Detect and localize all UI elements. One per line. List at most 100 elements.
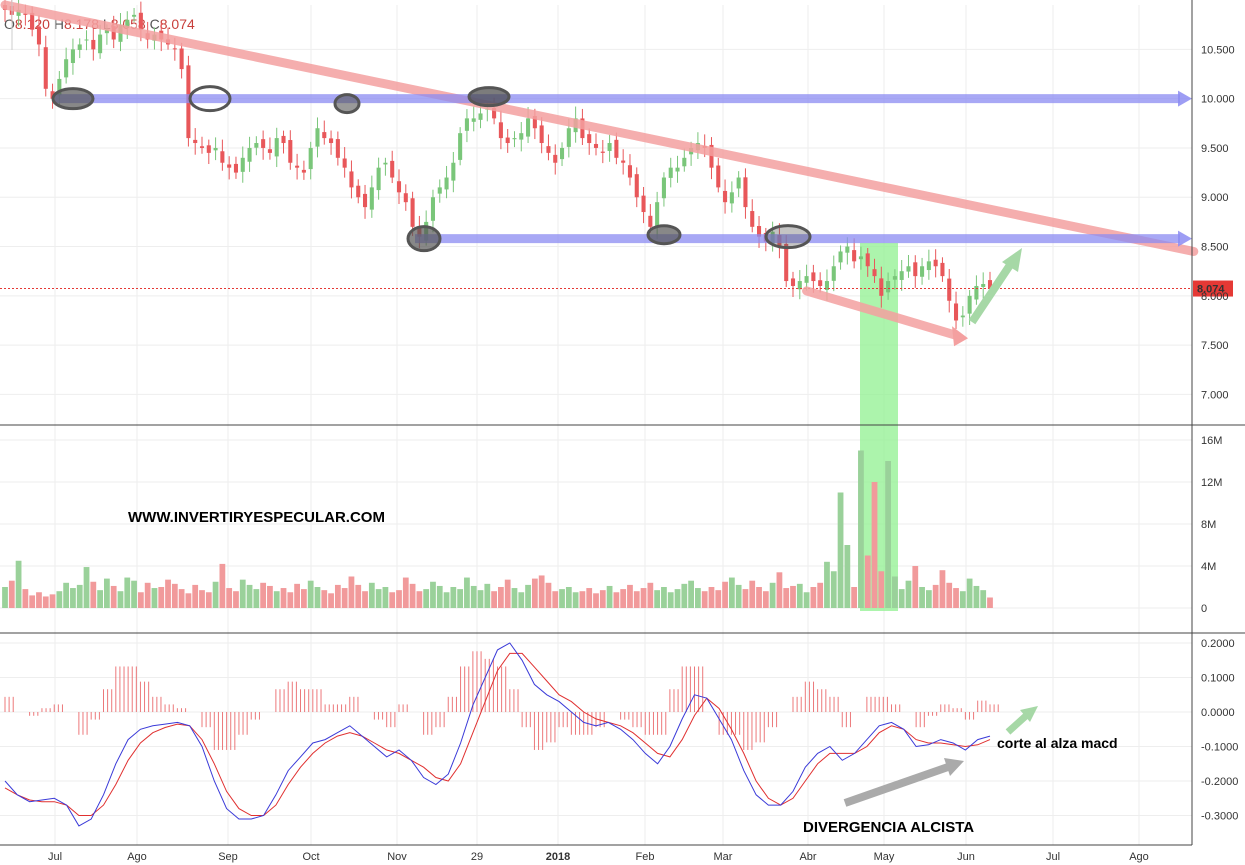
volume-bar[interactable] bbox=[525, 584, 531, 608]
price-candle[interactable] bbox=[940, 257, 945, 282]
volume-bar[interactable] bbox=[769, 582, 776, 608]
volume-bar[interactable] bbox=[355, 584, 362, 608]
price-candle[interactable] bbox=[899, 260, 904, 291]
price-candle[interactable] bbox=[315, 117, 320, 158]
volume-bar[interactable] bbox=[334, 584, 341, 608]
price-candle[interactable] bbox=[933, 249, 938, 278]
volume-bar[interactable] bbox=[97, 590, 103, 608]
volume-bar[interactable] bbox=[654, 590, 661, 608]
volume-bar[interactable] bbox=[110, 585, 117, 608]
volume-bar[interactable] bbox=[192, 584, 199, 608]
volume-bar[interactable] bbox=[36, 592, 42, 608]
volume-bar[interactable] bbox=[314, 587, 321, 608]
price-candle[interactable] bbox=[675, 155, 680, 183]
price-candle[interactable] bbox=[247, 136, 252, 172]
volume-bar[interactable] bbox=[70, 588, 76, 608]
price-candle[interactable] bbox=[369, 175, 374, 218]
volume-bar[interactable] bbox=[280, 588, 287, 608]
price-candle[interactable] bbox=[865, 247, 870, 277]
price-candle[interactable] bbox=[750, 199, 755, 233]
volume-bar[interactable] bbox=[178, 589, 185, 608]
price-candle[interactable] bbox=[84, 30, 89, 51]
volume-bar[interactable] bbox=[368, 582, 375, 608]
volume-bar[interactable] bbox=[484, 583, 491, 608]
price-candle[interactable] bbox=[206, 139, 211, 165]
price-candle[interactable] bbox=[593, 133, 599, 156]
price-candle[interactable] bbox=[879, 266, 884, 308]
volume-bar[interactable] bbox=[436, 585, 443, 608]
volume-bar[interactable] bbox=[76, 584, 83, 608]
volume-bar[interactable] bbox=[790, 585, 796, 608]
price-candle[interactable] bbox=[926, 249, 931, 280]
volume-bar[interactable] bbox=[966, 578, 973, 608]
price-candle[interactable] bbox=[634, 167, 639, 208]
price-candle[interactable] bbox=[519, 121, 524, 152]
volume-bar[interactable] bbox=[892, 576, 898, 609]
price-candle[interactable] bbox=[288, 130, 293, 170]
volume-bar[interactable] bbox=[620, 589, 627, 608]
price-candle[interactable] bbox=[505, 128, 510, 153]
price-candle[interactable] bbox=[627, 154, 633, 186]
volume-bar[interactable] bbox=[613, 592, 620, 608]
volume-bar[interactable] bbox=[443, 592, 450, 608]
volume-bar[interactable] bbox=[511, 588, 518, 608]
price-candle[interactable] bbox=[539, 117, 544, 154]
price-candle[interactable] bbox=[36, 15, 42, 57]
price-candle[interactable] bbox=[886, 272, 891, 300]
price-candle[interactable] bbox=[274, 127, 279, 168]
volume-bar[interactable] bbox=[932, 584, 939, 608]
price-candle[interactable] bbox=[553, 144, 558, 175]
volume-bar[interactable] bbox=[212, 581, 219, 608]
volume-bar[interactable] bbox=[885, 461, 891, 608]
volume-bar[interactable] bbox=[667, 592, 674, 608]
volume-bar[interactable] bbox=[742, 589, 749, 608]
volume-bar[interactable] bbox=[953, 588, 959, 608]
price-candle[interactable] bbox=[77, 38, 82, 59]
volume-bar[interactable] bbox=[396, 590, 402, 608]
volume-bar[interactable] bbox=[681, 583, 688, 608]
volume-bar[interactable] bbox=[246, 584, 253, 608]
volume-bar[interactable] bbox=[321, 590, 328, 608]
price-candle[interactable] bbox=[648, 204, 653, 233]
price-candle[interactable] bbox=[641, 186, 646, 224]
volume-bar[interactable] bbox=[199, 590, 205, 608]
price-candle[interactable] bbox=[233, 156, 239, 179]
volume-pane[interactable] bbox=[2, 450, 993, 609]
volume-bar[interactable] bbox=[762, 591, 769, 608]
volume-bar[interactable] bbox=[552, 591, 559, 608]
volume-bar[interactable] bbox=[402, 577, 409, 608]
volume-bar[interactable] bbox=[29, 595, 36, 608]
volume-bar[interactable] bbox=[226, 588, 233, 608]
price-candle[interactable] bbox=[349, 160, 354, 199]
price-candle[interactable] bbox=[974, 275, 979, 305]
volume-bar[interactable] bbox=[328, 593, 334, 608]
volume-bar[interactable] bbox=[260, 582, 267, 608]
price-candle[interactable] bbox=[587, 128, 592, 155]
price-candle[interactable] bbox=[64, 47, 69, 84]
volume-bar[interactable] bbox=[980, 590, 987, 608]
price-candle[interactable] bbox=[356, 179, 361, 204]
volume-bar[interactable] bbox=[688, 580, 694, 608]
price-candle[interactable] bbox=[906, 254, 911, 278]
price-candle[interactable] bbox=[797, 270, 802, 300]
price-candle[interactable] bbox=[804, 264, 809, 291]
volume-bar[interactable] bbox=[565, 587, 572, 608]
volume-bar[interactable] bbox=[307, 580, 314, 608]
price-candle[interactable] bbox=[254, 136, 259, 156]
volume-bar[interactable] bbox=[477, 590, 484, 608]
price-candle[interactable] bbox=[920, 257, 925, 285]
volume-bar[interactable] bbox=[647, 582, 654, 608]
price-candle[interactable] bbox=[559, 142, 565, 167]
price-candle[interactable] bbox=[464, 109, 469, 143]
volume-bar[interactable] bbox=[233, 591, 239, 608]
volume-bar[interactable] bbox=[348, 576, 355, 609]
volume-bar[interactable] bbox=[124, 577, 131, 608]
volume-bar[interactable] bbox=[63, 582, 70, 608]
volume-bar[interactable] bbox=[389, 592, 396, 608]
price-candle[interactable] bbox=[790, 271, 796, 297]
price-candle[interactable] bbox=[227, 156, 232, 180]
price-candle[interactable] bbox=[301, 160, 306, 180]
volume-bar[interactable] bbox=[56, 591, 63, 608]
volume-bar[interactable] bbox=[858, 450, 864, 609]
volume-bar[interactable] bbox=[8, 580, 15, 608]
